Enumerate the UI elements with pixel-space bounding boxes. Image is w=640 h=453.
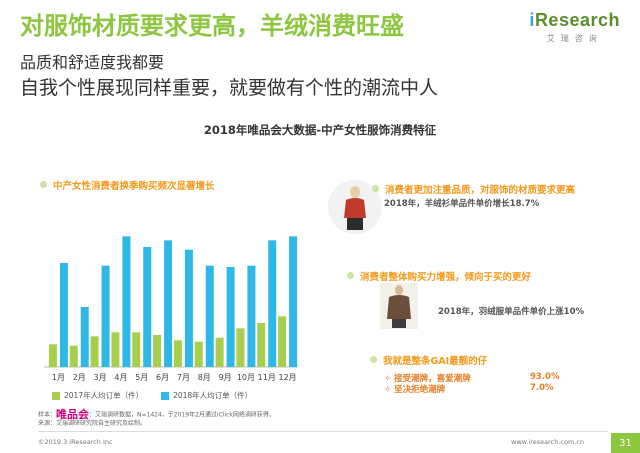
source-line-1: 样本：唯品会：艾瑞调研数据，N=1424，于2019年2月通过iClick网络调… (38, 408, 275, 421)
chart-legend: 2017年人均订单（件） 2018年人均订单（件） (52, 390, 252, 401)
bar-2018-5 (143, 247, 152, 367)
legend-swatch-2017 (52, 392, 60, 400)
down-jacket-photo (380, 283, 418, 329)
website: www.iresearch.com.cn (511, 438, 585, 446)
bar-2017-2 (69, 345, 78, 367)
bar-2017-9 (215, 337, 224, 367)
right-item-1-heading-text: 消费者更加注重品质，对服饰的材质要求更高 (385, 185, 576, 196)
legend-item-2017: 2017年人均订单（件） (52, 390, 143, 401)
page-number: 31 (611, 433, 640, 453)
trend-row-reject-label: 坚决拒绝潮牌 (394, 385, 446, 395)
x-tick-label: 3月 (94, 373, 107, 382)
legend-label-2017: 2017年人均订单（件） (64, 391, 144, 400)
vip-logo: 唯品会 (56, 408, 90, 421)
diamond-icon: ✧ (384, 385, 392, 395)
bar-2017-8 (194, 341, 203, 367)
bar-2018-3 (101, 265, 110, 367)
chart-heading: 中产女性消费者换季购买频次显著增长 (40, 174, 215, 193)
bullet-icon (372, 185, 379, 192)
right-item-2-heading-text: 消费者整体购买力增强，倾向于买的更好 (360, 272, 532, 283)
x-tick-label: 2月 (73, 373, 86, 382)
chart-heading-text: 中产女性消费者换季购买频次显著增长 (53, 181, 215, 192)
bar-2018-6 (164, 240, 173, 367)
x-tick-label: 9月 (219, 373, 232, 382)
bar-2017-4 (111, 332, 120, 367)
bar-2018-7 (184, 249, 193, 367)
bar-2017-3 (90, 336, 99, 367)
bar-2017-7 (173, 340, 182, 367)
bar-2017-6 (153, 335, 162, 367)
x-tick-label: 1月 (52, 373, 65, 382)
bar-2017-1 (48, 344, 57, 367)
sweater-woman-illustration (344, 186, 366, 230)
right-item-1-heading: 消费者更加注重品质，对服饰的材质要求更高 (372, 178, 575, 197)
main-section-title: 2018年唯品会大数据-中产女性服饰消费特征 (203, 123, 437, 137)
logo-brand: iResearch (529, 10, 620, 31)
bullet-icon (347, 272, 354, 279)
trend-row-accept-value: 93.0% (530, 372, 560, 382)
copyright: ©2019.3 iResearch Inc (38, 438, 113, 446)
logo-i: i (529, 10, 535, 30)
right-item-2-heading: 消费者整体购买力增强，倾向于买的更好 (347, 265, 531, 284)
page-title: 对服饰材质要求更高，羊绒消费旺盛 (20, 12, 404, 40)
source-line-1-text: ：艾瑞调研数据，N=1424，于2019年2月通过iClick网络调研获得。 (89, 411, 275, 419)
x-tick-label: 8月 (198, 373, 211, 382)
bar-2017-12 (278, 316, 287, 367)
x-tick-label: 12月 (278, 373, 296, 382)
x-tick-label: 6月 (156, 373, 169, 382)
x-tick-label: 10月 (237, 373, 255, 382)
bar-2018-2 (80, 307, 89, 367)
bar-2018-11 (268, 240, 277, 367)
trend-row-reject-value: 7.0% (530, 383, 554, 393)
bar-chart: 1月 2月 3月 4月 5月 6月 7月 8月 9月 10月 11月 12月 (44, 236, 298, 382)
source-line-2: 来源：艾瑞调研研究院自主研究及绘制。 (38, 419, 147, 427)
source-note: 样本：唯品会：艾瑞调研数据，N=1424，于2019年2月通过iClick网络调… (38, 408, 275, 428)
x-tick-label: 7月 (177, 373, 190, 382)
subtitle-line-1: 品质和舒适度我都要 (20, 53, 165, 72)
legend-label-2018: 2018年人均订单（件） (173, 391, 253, 400)
source-label: 样本： (38, 411, 57, 419)
down-jacket-illustration (387, 285, 411, 328)
right-item-1-text: 2018年，羊绒衫单品件单价增长18.7% (384, 199, 540, 209)
bar-2018-9 (226, 267, 235, 367)
bar-2017-11 (257, 323, 266, 367)
bar-2018-1 (59, 263, 68, 367)
x-tick-label: 5月 (135, 373, 148, 382)
x-tick-label: 11月 (258, 373, 276, 382)
trend-row-accept-label: 接受潮牌，喜爱潮牌 (394, 374, 471, 384)
iresearch-logo: iResearch 艾瑞咨询 (529, 10, 620, 44)
logo-cn: 艾瑞咨询 (546, 34, 603, 43)
right-item-3-heading-text: 我就是整条GAI最靓的仔 (383, 356, 488, 367)
right-item-2-text: 2018年，羽绒服单品件单价上涨10% (438, 307, 585, 317)
bar-2017-5 (132, 332, 141, 367)
subtitle-line-2: 自我个性展现同样重要，就要做有个性的潮流中人 (20, 77, 439, 99)
trend-row-reject: ✧ 坚决拒绝潮牌 7.0% (384, 383, 584, 395)
bar-2017-10 (236, 328, 245, 367)
bar-2018-4 (122, 236, 131, 367)
bar-2018-10 (247, 265, 256, 367)
right-item-3-heading: 我就是整条GAI最靓的仔 (370, 349, 487, 368)
legend-item-2018: 2018年人均订单（件） (161, 390, 252, 401)
footer-divider (38, 431, 608, 432)
diamond-icon: ✧ (384, 374, 392, 384)
bullet-icon (370, 356, 377, 363)
bar-2018-12 (289, 236, 298, 367)
legend-swatch-2018 (161, 392, 170, 400)
x-tick-label: 4月 (114, 373, 127, 382)
logo-research: Research (534, 10, 620, 30)
bullet-icon (40, 181, 47, 188)
bar-2018-8 (205, 265, 214, 367)
trend-row-accept: ✧ 接受潮牌，喜爱潮牌 93.0% (384, 372, 584, 384)
